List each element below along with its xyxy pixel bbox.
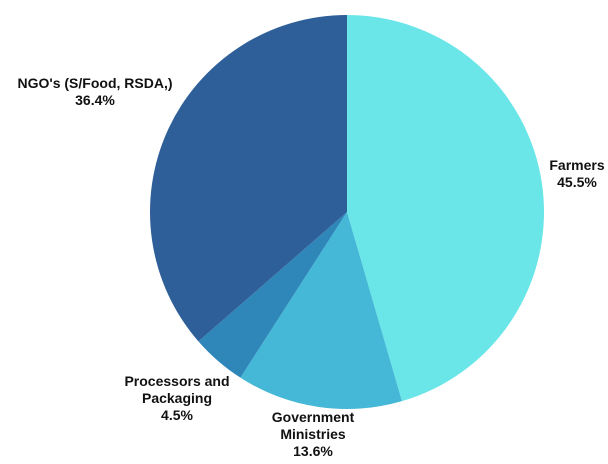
slice-label-government-ministries: Government Ministries 13.6% xyxy=(272,409,355,459)
pie-slice-government-ministries xyxy=(240,212,402,410)
pie-slice-ngo-s-s-food-rsda xyxy=(149,15,347,342)
pie-labels: Farmers 45.5% Government Ministries 13.6% Pro… xyxy=(18,75,605,459)
pie-slice-farmers xyxy=(347,15,545,402)
slice-category-label: Government xyxy=(272,409,355,425)
slice-value-label: 45.5% xyxy=(557,174,597,190)
slice-category-label: Processors and xyxy=(124,373,229,389)
pie-slices xyxy=(149,15,545,410)
pie-slice-processors-and-packaging xyxy=(198,212,347,378)
slice-category-label: Packaging xyxy=(142,390,212,406)
slice-label-ngo-s-s-food-rsda: NGO's (S/Food, RSDA,) 36.4% xyxy=(18,75,173,108)
slice-category-label: Farmers xyxy=(549,157,604,173)
slice-value-label: 13.6% xyxy=(293,443,333,459)
slice-value-label: 36.4% xyxy=(75,92,115,108)
slice-category-label: Ministries xyxy=(280,426,346,442)
slice-value-label: 4.5% xyxy=(161,407,193,423)
slice-label-processors-and-packaging: Processors and Packaging 4.5% xyxy=(124,373,229,423)
slice-label-farmers: Farmers 45.5% xyxy=(549,157,604,190)
slice-category-label: NGO's (S/Food, RSDA,) xyxy=(18,75,173,91)
